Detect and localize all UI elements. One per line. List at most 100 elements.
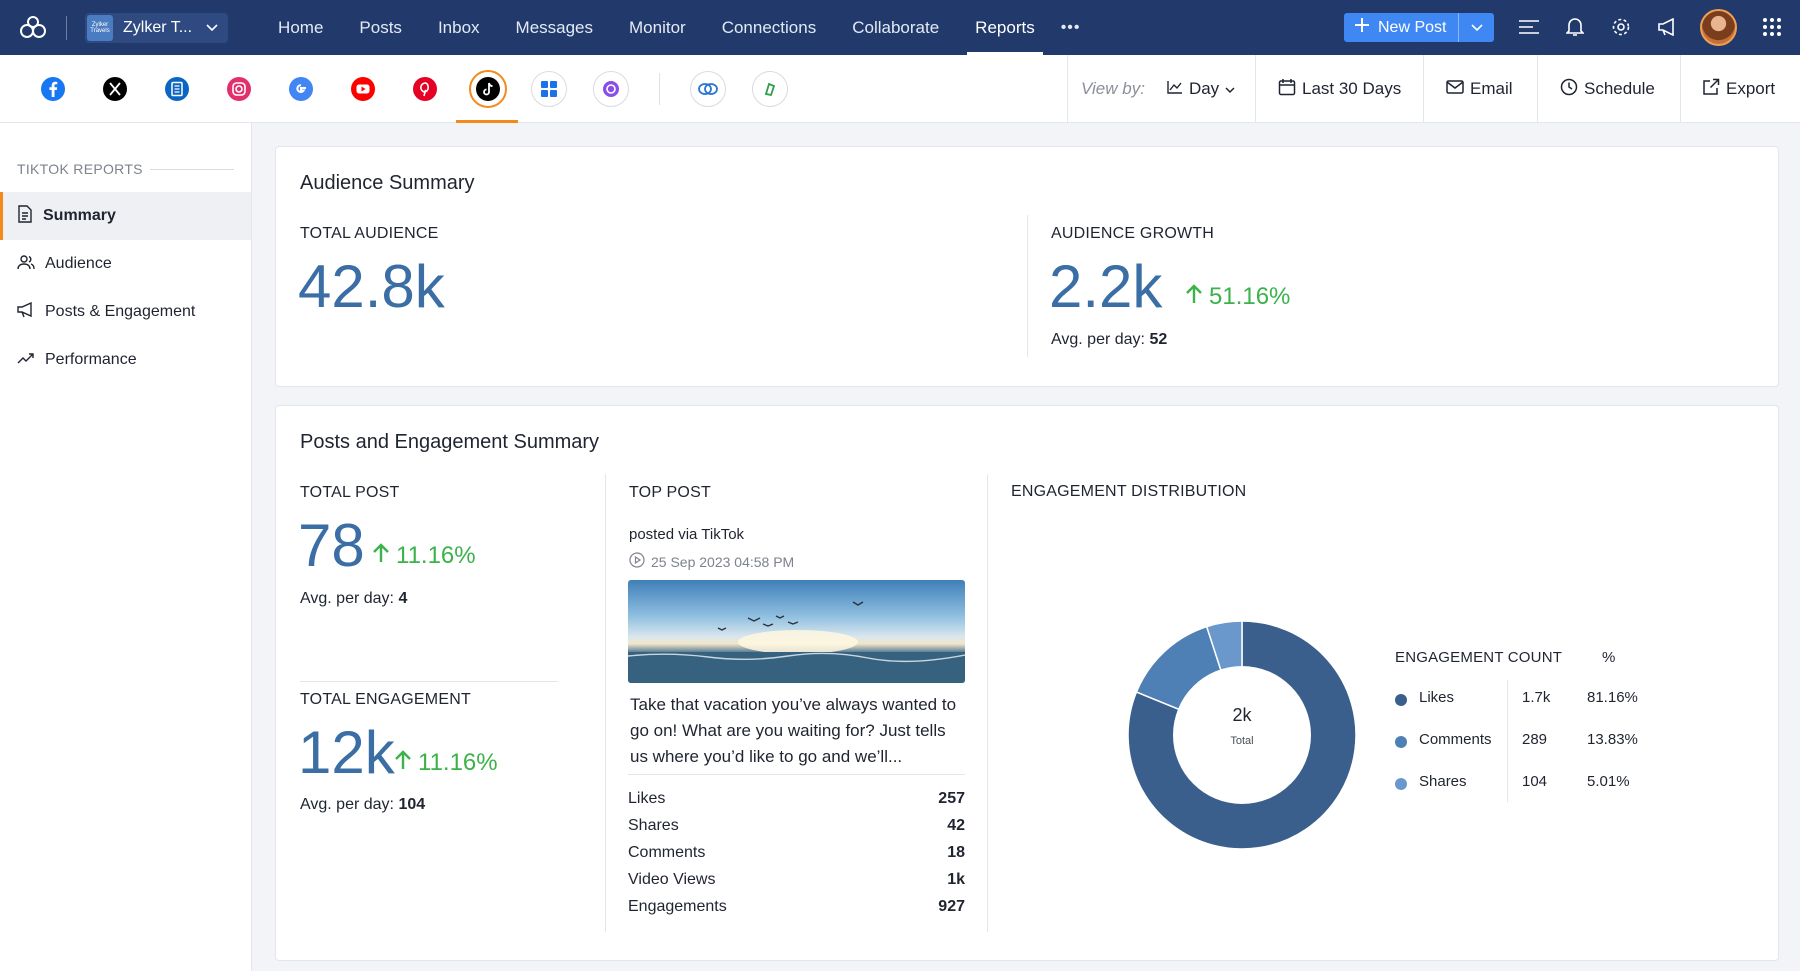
total-post-value: 78 (298, 512, 365, 579)
facebook-icon[interactable] (35, 71, 71, 107)
trend-icon (17, 351, 35, 370)
sidebar-item-posts-engagement[interactable]: Posts & Engagement (0, 288, 251, 336)
arrow-up-icon (1185, 283, 1203, 311)
divider (1680, 55, 1681, 123)
nav-posts[interactable]: Posts (359, 17, 402, 37)
app-logo-icon[interactable] (0, 0, 66, 55)
divider (66, 15, 67, 40)
divider (1067, 55, 1068, 123)
divider (659, 73, 660, 105)
instagram-icon[interactable] (221, 71, 257, 107)
export-icon (1702, 78, 1720, 101)
delta-value: 51.16% (1209, 283, 1291, 310)
menu-lines-icon[interactable] (1517, 15, 1541, 39)
email-button[interactable]: Email (1446, 55, 1513, 123)
bell-icon[interactable] (1563, 15, 1587, 39)
megaphone-icon (17, 301, 35, 323)
sidebar-item-performance[interactable]: Performance (0, 336, 251, 384)
x-icon[interactable] (97, 71, 133, 107)
posts-engagement-summary-card: Posts and Engagement Summary TOTAL POST … (275, 405, 1779, 961)
arrow-up-icon (372, 542, 390, 570)
pinterest-icon[interactable] (407, 71, 443, 107)
new-post-dropdown-button[interactable] (1458, 13, 1494, 42)
top-post-stat-row: Shares 42 (628, 817, 965, 835)
divider (1507, 680, 1508, 802)
user-avatar[interactable] (1700, 9, 1737, 46)
divider (1027, 215, 1028, 357)
delta-value: 11.16% (418, 749, 498, 776)
tiktok-icon[interactable] (469, 70, 507, 108)
brand-logo: Zylker Travels (87, 14, 113, 41)
nav-connections[interactable]: Connections (721, 17, 817, 37)
donut-slice-likes[interactable] (1127, 620, 1357, 850)
active-network-indicator (456, 120, 518, 123)
document-icon (17, 204, 33, 228)
post-date-value: 25 Sep 2023 04:58 PM (651, 553, 795, 570)
stat-label: Shares (628, 817, 679, 834)
legend-name: Comments (1419, 731, 1492, 748)
total-post-label: TOTAL POST (300, 484, 400, 501)
new-post-button-group: New Post (1344, 13, 1495, 42)
new-post-button[interactable]: New Post (1344, 13, 1458, 42)
legend-name: Likes (1419, 689, 1455, 706)
legend-percent: 81.16% (1587, 689, 1638, 706)
youtube-icon[interactable] (345, 71, 381, 107)
nav-messages[interactable]: Messages (515, 17, 594, 37)
brand-switcher[interactable]: Zylker Travels Zylker T... (85, 12, 229, 43)
audience-growth-delta: 51.16% (1185, 283, 1290, 311)
avg-value: 52 (1149, 331, 1168, 348)
engagement-donut-chart: 2k Total (1127, 620, 1357, 850)
engagement-distribution-label: ENGAGEMENT DISTRIBUTION (1011, 483, 1247, 500)
view-by-label: View by: (1081, 79, 1145, 98)
schedule-button[interactable]: Schedule (1560, 55, 1655, 123)
threads-icon[interactable] (593, 71, 629, 107)
plus-icon (1354, 17, 1370, 38)
play-circle-icon (629, 552, 645, 571)
brand-name: Zylker T... (123, 18, 193, 36)
audience-avg-per-day: Avg. per day: 52 (1051, 331, 1167, 349)
nav-collaborate[interactable]: Collaborate (852, 17, 940, 37)
total-audience-value: 42.8k (298, 253, 445, 320)
nav-reports[interactable]: Reports (957, 0, 1053, 55)
gear-icon[interactable] (1609, 15, 1633, 39)
legend-swatch-comments (1395, 736, 1407, 748)
zoho-social-hub-icon[interactable] (752, 71, 788, 107)
export-label: Export (1726, 79, 1776, 98)
google-business-icon[interactable] (283, 71, 319, 107)
email-label: Email (1470, 79, 1513, 98)
legend-count-header: ENGAGEMENT COUNT (1395, 649, 1563, 666)
avg-value: 4 (398, 590, 408, 607)
nav-inbox[interactable]: Inbox (437, 17, 480, 37)
divider (987, 474, 988, 932)
top-post-stat-row: Video Views 1k (628, 871, 965, 889)
main-nav: Home Posts Inbox Messages Monitor Connec… (260, 0, 1088, 55)
avg-label: Avg. per day: (300, 796, 394, 813)
top-post-image[interactable] (628, 580, 965, 683)
nav-home[interactable]: Home (278, 17, 324, 37)
card-title: Posts and Engagement Summary (300, 431, 600, 453)
zoho-connect-icon[interactable] (690, 71, 726, 107)
total-post-delta: 11.16% (372, 542, 476, 570)
arrow-up-icon (394, 749, 412, 777)
divider (150, 169, 234, 170)
sidebar-item-audience[interactable]: Audience (0, 240, 251, 288)
legend-swatch-shares (1395, 778, 1407, 790)
nav-monitor[interactable]: Monitor (629, 17, 686, 37)
more-icon[interactable]: ••• (1060, 18, 1081, 36)
sidebar-item-summary[interactable]: Summary (0, 192, 251, 240)
divider (605, 474, 606, 932)
post-date: 25 Sep 2023 04:58 PM (629, 552, 794, 571)
total-engagement-value: 12k (298, 719, 395, 786)
linkedin-page-icon[interactable] (159, 71, 195, 107)
export-button[interactable]: Export (1702, 55, 1775, 123)
mastodon-icon[interactable] (531, 71, 567, 107)
date-range-button[interactable]: Last 30 Days (1278, 55, 1401, 123)
sidebar-item-label: Summary (43, 207, 116, 224)
apps-grid-icon[interactable] (1760, 15, 1784, 39)
legend-swatch-likes (1395, 694, 1407, 706)
megaphone-icon[interactable] (1655, 15, 1679, 39)
view-by-control[interactable]: View by: Day (1081, 55, 1235, 123)
posted-via: posted via TikTok (629, 526, 745, 543)
top-post-text: Take that vacation you’ve always wanted … (630, 695, 957, 766)
donut-center-value: 2k (1232, 705, 1252, 725)
